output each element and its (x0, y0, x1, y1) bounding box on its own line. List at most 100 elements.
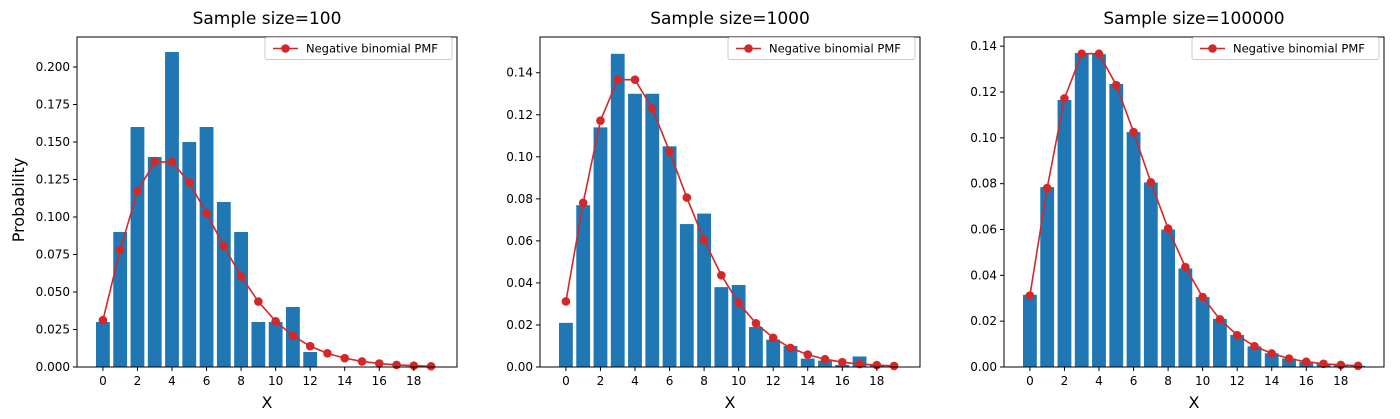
bar (1092, 54, 1106, 367)
bar (96, 322, 110, 367)
legend-label: Negative binomial PMF (306, 42, 438, 56)
bar (1057, 100, 1072, 368)
y-tick-label: 0.075 (36, 248, 70, 262)
pmf-point (786, 343, 795, 353)
x-tick-label: 6 (203, 374, 211, 388)
y-tick-label: 0.125 (36, 173, 70, 187)
bar (1213, 318, 1227, 368)
y-tick-label: 0.150 (36, 135, 70, 149)
x-tick-label: 12 (303, 374, 318, 388)
pmf-point (357, 357, 367, 366)
y-tick-label: 0.14 (506, 66, 533, 80)
bar (645, 93, 660, 367)
x-tick-label: 16 (1299, 374, 1314, 388)
pmf-point (630, 75, 640, 84)
pmf-point (1060, 94, 1069, 103)
y-tick-label: 0.06 (506, 234, 533, 248)
bar (593, 127, 608, 367)
y-tick-label: 0.04 (506, 276, 533, 290)
pmf-point (1094, 49, 1104, 59)
pmf-point (1215, 315, 1225, 324)
y-tick-label: 0.000 (36, 360, 70, 374)
y-tick-label: 0.04 (970, 268, 997, 282)
chart-3: 0 2 4 6 8 10 12 14 16 18 0.00 0.02 0.04 0.06 0.08 0.10 0… (970, 9, 1385, 412)
legend-label: Negative binomial PMF (769, 42, 901, 56)
x-tick-label: 6 (1130, 374, 1138, 388)
x-tick-label: 6 (666, 374, 674, 388)
bar (559, 322, 573, 367)
pmf-point (578, 198, 588, 208)
bar (783, 345, 798, 367)
pmf-point (1301, 357, 1311, 367)
pmf-point (219, 241, 229, 251)
bar (251, 322, 266, 367)
bar (731, 285, 746, 367)
pmf-point (98, 315, 108, 325)
x-tick-label: 2 (597, 374, 605, 388)
pmf-point (271, 316, 280, 326)
legend-box (1191, 37, 1380, 60)
pmf-point (768, 333, 778, 343)
pmf-point (751, 318, 761, 328)
bar (1247, 346, 1262, 368)
bar (662, 146, 677, 367)
bar (697, 213, 711, 367)
x-tick-label: 16 (372, 374, 387, 388)
y-tick-label: 0.14 (970, 39, 997, 53)
x-tick-label: 8 (700, 374, 708, 388)
legend: Negative binomial PMF (727, 37, 916, 60)
bar (1264, 353, 1279, 367)
pmf-point (426, 361, 436, 371)
legend-box (727, 37, 916, 60)
pmf-point (665, 147, 674, 156)
pmf-point (133, 186, 142, 196)
pmf-point (855, 359, 864, 369)
bar (147, 157, 162, 367)
pmf-point (717, 271, 726, 280)
x-tick-label: 0 (99, 374, 107, 388)
bar (216, 202, 231, 367)
x-tick-label: 14 (337, 374, 352, 388)
x-tick-label: 12 (766, 374, 781, 388)
x-tick-label: 8 (237, 374, 245, 388)
x-tick-label: 4 (631, 374, 639, 388)
bar (1178, 268, 1193, 367)
y-tick-label: 0.100 (36, 210, 70, 224)
legend: Negative binomial PMF (264, 37, 453, 60)
pmf-point (1181, 262, 1190, 272)
y-tick-label: 0.00 (970, 360, 997, 374)
bar (1143, 182, 1158, 367)
bar (182, 142, 197, 367)
pmf-point (1250, 341, 1259, 351)
chart-1: 0 2 4 6 8 10 12 14 16 18 0.000 0.025 0.050 0.075 0.100… (36, 9, 458, 412)
x-tick-label: 14 (800, 374, 815, 388)
pmf-point (1111, 80, 1121, 90)
y-tick-label: 0.02 (970, 314, 997, 328)
bar (766, 339, 781, 367)
bar (234, 232, 248, 367)
y-tick-label: 0.02 (506, 318, 533, 332)
pmf-point (699, 235, 709, 245)
y-tick-label: 0.06 (970, 223, 997, 237)
legend-marker-swatch (281, 44, 290, 53)
chart-title: Sample size=1000 (650, 9, 810, 29)
x-tick-label: 18 (1333, 374, 1348, 388)
x-tick-label: 4 (1095, 374, 1103, 388)
x-tick-label: 0 (562, 374, 570, 388)
pmf-point (734, 298, 743, 308)
bar (1040, 187, 1055, 367)
pmf-point (613, 75, 623, 84)
y-tick-label: 0.025 (36, 323, 70, 337)
y-tick-label: 0.12 (970, 85, 997, 99)
bar (1109, 83, 1124, 367)
x-tick-label: 10 (1195, 374, 1210, 388)
x-tick-label: 2 (134, 374, 142, 388)
x-axis-label: X (725, 393, 736, 412)
pmf-point (167, 157, 177, 167)
bar (1230, 334, 1245, 367)
y-tick-label: 0.12 (506, 108, 533, 122)
pmf-point (1129, 127, 1138, 137)
x-tick-label: 16 (835, 374, 850, 388)
bar (1126, 132, 1141, 367)
